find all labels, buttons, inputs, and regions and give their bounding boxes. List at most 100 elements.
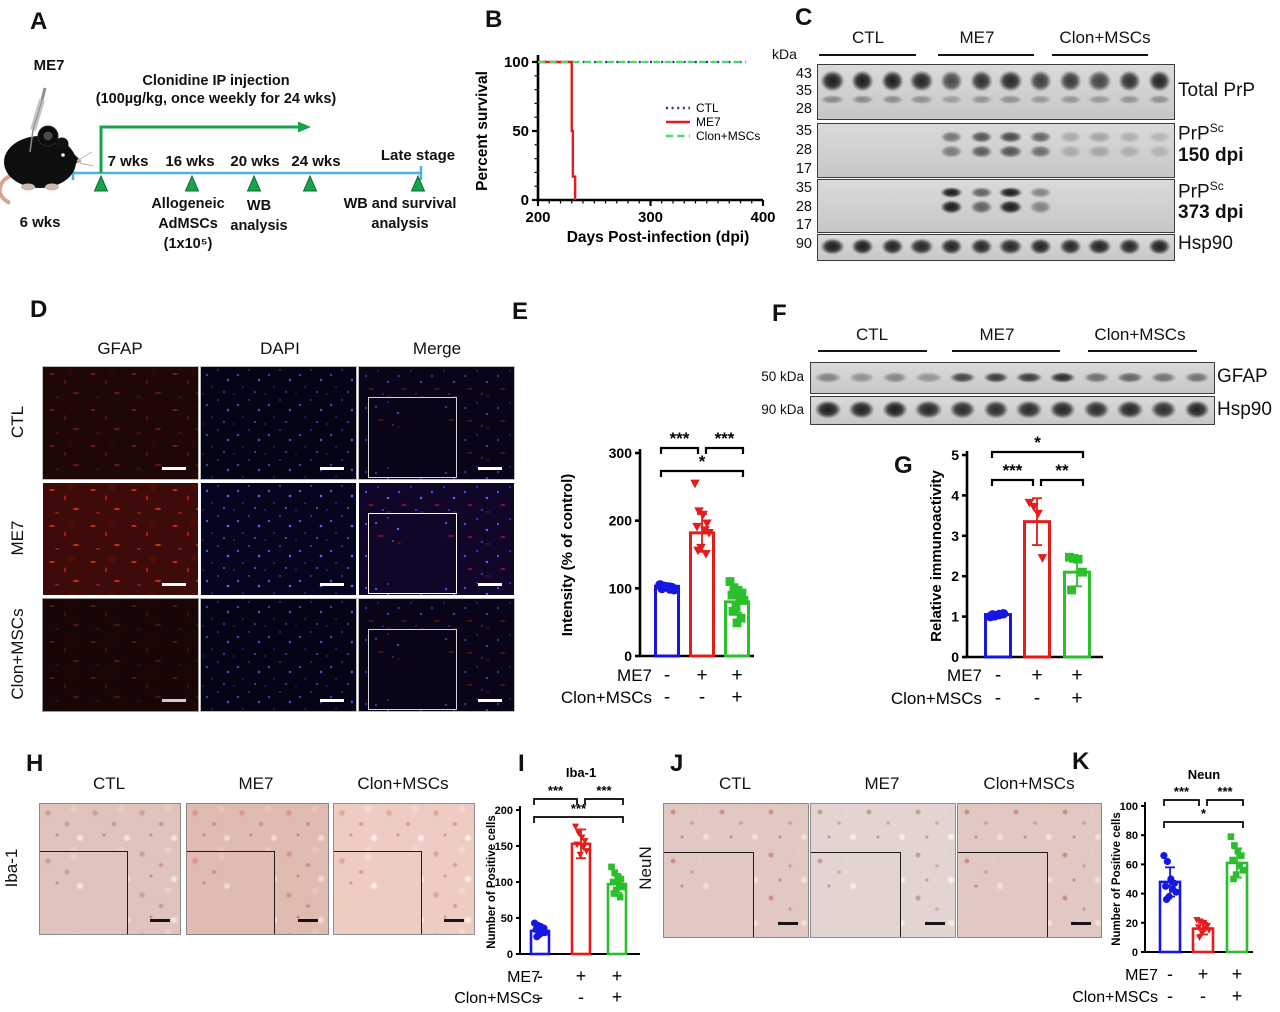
svg-text:**: ** xyxy=(1055,461,1069,480)
mouse-tail xyxy=(0,173,13,205)
blot-hsp90-f xyxy=(810,396,1215,425)
wb-band xyxy=(1028,238,1053,255)
blot-hsp90-c xyxy=(817,234,1175,261)
wb-band xyxy=(847,400,875,419)
svg-text:+: + xyxy=(1232,964,1243,984)
wb-band xyxy=(1147,145,1171,158)
svg-text:50: 50 xyxy=(501,913,513,925)
wb-band xyxy=(1115,372,1145,383)
wb-band xyxy=(909,238,935,255)
svg-text:+: + xyxy=(612,966,623,986)
svg-text:+: + xyxy=(1198,964,1209,984)
if-image-clon-merge xyxy=(358,598,515,712)
kda-35: 35 xyxy=(795,83,812,99)
blot-label-150dpi: 150 dpi xyxy=(1178,145,1244,166)
wb-band xyxy=(880,70,904,92)
kda-header: kDa xyxy=(772,46,797,62)
svg-text:-: - xyxy=(537,966,543,986)
wb-band xyxy=(1028,145,1053,158)
wb-band xyxy=(914,400,943,419)
if-image-me7-gfap xyxy=(42,482,199,596)
wb-band xyxy=(998,145,1024,158)
ihc-inset xyxy=(40,850,128,934)
svg-text:+: + xyxy=(696,665,707,686)
ihc-image-iba1-me7 xyxy=(186,803,329,935)
wb-band xyxy=(1117,145,1142,158)
kda-90-label: 90 kDa xyxy=(761,402,804,417)
svg-text:200: 200 xyxy=(525,209,550,226)
svg-text:+: + xyxy=(1071,688,1082,709)
wb-band xyxy=(939,238,964,255)
ihc-image-neun-clon xyxy=(957,803,1102,938)
svg-text:Number of Positive cells: Number of Positive cells xyxy=(486,815,498,949)
svg-text:+: + xyxy=(1031,665,1042,686)
group-header-me7-c: ME7 xyxy=(959,28,995,47)
wb-band xyxy=(1184,372,1211,383)
kda-43: 43 xyxy=(795,66,812,82)
svg-text:ME7: ME7 xyxy=(617,666,652,685)
wb-band xyxy=(982,400,1009,419)
wb-band xyxy=(969,145,993,158)
group-header-clon-c: Clon+MSCs xyxy=(1059,28,1151,47)
blot-prpsc-373dpi xyxy=(817,179,1175,233)
svg-text:Days Post-infection (dpi): Days Post-infection (dpi) xyxy=(567,229,750,246)
svg-text:0: 0 xyxy=(951,649,959,665)
svg-text:***: *** xyxy=(571,801,587,816)
wb-band xyxy=(881,372,909,383)
wb-band xyxy=(850,70,875,92)
mouse-illustration xyxy=(0,87,94,205)
wb-band xyxy=(1058,145,1082,158)
kda-50-label: 50 kDa xyxy=(761,369,804,384)
group-header-ctl-j: CTL xyxy=(718,774,752,793)
if-image-ctl-gfap xyxy=(42,366,199,480)
kda-28: 28 xyxy=(795,101,812,117)
svg-text:Percent survival: Percent survival xyxy=(474,71,491,191)
wb-band xyxy=(939,200,964,214)
wb-band xyxy=(1117,70,1142,92)
panel-a-diagram xyxy=(0,87,426,205)
admsc-line2: AdMSCs xyxy=(158,216,218,232)
svg-text:Clon+MSCs: Clon+MSCs xyxy=(1072,989,1158,1006)
injection-text-line2: (100µg/kg, once weekly for 24 wks) xyxy=(95,91,337,107)
timeline-tick-16wks: 16 wks xyxy=(165,153,215,170)
svg-text:2: 2 xyxy=(951,568,959,584)
wb-band xyxy=(1049,372,1077,383)
panel-b-label: B xyxy=(485,6,503,33)
svg-text:***: *** xyxy=(715,429,735,448)
column-header-dapi: DAPI xyxy=(260,339,300,358)
ihc-image-iba1-ctl xyxy=(39,803,181,935)
wb-band xyxy=(1049,400,1077,419)
wb-band xyxy=(813,372,842,383)
svg-text:+: + xyxy=(1232,986,1243,1006)
blot-label-prpsc-1: PrPSc xyxy=(1178,121,1224,145)
svg-text:ME7: ME7 xyxy=(947,666,982,685)
wb-band xyxy=(939,187,964,198)
svg-text:50: 50 xyxy=(512,123,529,140)
wb-band xyxy=(813,400,842,419)
if-image-clon-gfap xyxy=(42,598,199,712)
row-label-ctl-d: CTL xyxy=(8,405,27,439)
syringe-icon xyxy=(29,87,47,153)
svg-text:100: 100 xyxy=(504,54,529,71)
panel-j-label: J xyxy=(670,750,684,777)
timepoint-markers xyxy=(93,174,426,192)
svg-text:300: 300 xyxy=(609,445,633,461)
blot-label-total-prp: Total PrP xyxy=(1178,80,1256,101)
row-label-iba1: Iba-1 xyxy=(2,848,21,888)
svg-text:-: - xyxy=(664,687,670,708)
svg-text:60: 60 xyxy=(1126,859,1138,871)
ihc-image-neun-me7 xyxy=(810,803,956,938)
panel-k-label: K xyxy=(1072,748,1090,775)
svg-text:+: + xyxy=(612,987,623,1007)
wb-band xyxy=(1117,95,1142,104)
wb-band xyxy=(1117,131,1142,143)
wb-band xyxy=(998,200,1024,214)
panel-g-label: G xyxy=(894,452,913,479)
wb-band xyxy=(969,200,993,214)
column-header-merge: Merge xyxy=(412,339,462,358)
svg-text:Clon+MSCs: Clon+MSCs xyxy=(561,688,652,707)
svg-text:CTL: CTL xyxy=(696,101,719,115)
wb-band xyxy=(948,400,976,419)
mouse-age-label: 6 wks xyxy=(19,214,61,231)
svg-text:300: 300 xyxy=(638,209,663,226)
